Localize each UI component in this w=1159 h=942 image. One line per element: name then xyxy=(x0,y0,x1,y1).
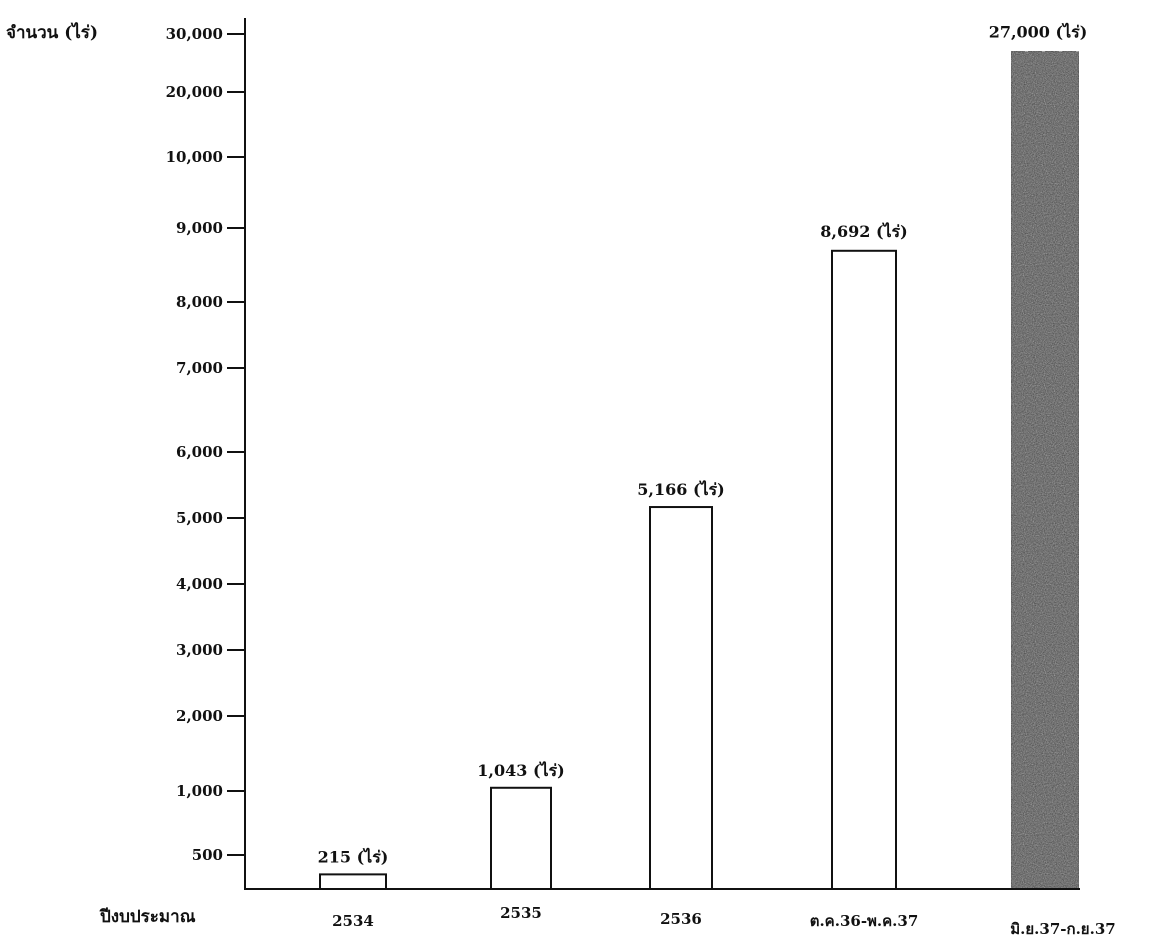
bar-highlight xyxy=(1010,50,1080,890)
bar-value-label: 8,692 (ไร่) xyxy=(820,222,907,241)
x-axis-title: ปีงบประมาณ xyxy=(99,906,196,927)
bar-value-label: 215 (ไร่) xyxy=(318,847,389,866)
y-tick-label: 1,000 xyxy=(176,782,223,800)
y-tick-label: 9,000 xyxy=(176,219,223,237)
x-category-label: 2535 xyxy=(500,904,542,922)
x-category-label: 2534 xyxy=(332,912,374,930)
y-tick-label: 30,000 xyxy=(166,25,223,43)
x-category-label: 2536 xyxy=(660,910,702,928)
bar xyxy=(649,506,713,890)
bar-value-label: 1,043 (ไร่) xyxy=(477,761,564,780)
y-tick-label: 10,000 xyxy=(166,148,223,166)
y-tick-label: 8,000 xyxy=(176,293,223,311)
x-category-label: ต.ค.36-พ.ค.37 xyxy=(810,912,919,930)
y-tick-label: 6,000 xyxy=(176,443,223,461)
y-tick-label: 7,000 xyxy=(176,359,223,377)
bar xyxy=(319,873,387,891)
x-category-label: มิ.ย.37-ก.ย.37 xyxy=(1010,920,1115,938)
y-tick-label: 500 xyxy=(192,846,223,864)
y-tick-label: 5,000 xyxy=(176,509,223,527)
y-tick-label: 4,000 xyxy=(176,575,223,593)
y-tick-label: 3,000 xyxy=(176,641,223,659)
bar xyxy=(831,249,897,891)
y-axis-title: จำนวน (ไร่) xyxy=(6,22,98,43)
bar-value-label: 27,000 (ไร่) xyxy=(989,22,1088,41)
bar xyxy=(490,786,552,891)
bar-value-label: 5,166 (ไร่) xyxy=(637,480,724,499)
y-tick-label: 2,000 xyxy=(176,707,223,725)
y-tick-label: 20,000 xyxy=(166,83,223,101)
